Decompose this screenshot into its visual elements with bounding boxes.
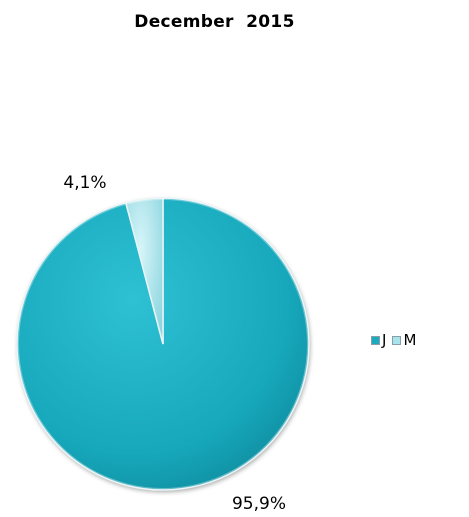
legend-label-j: J bbox=[382, 331, 387, 349]
pie-rim bbox=[17, 198, 309, 490]
chart-legend: J M bbox=[371, 331, 422, 349]
legend-item-m: M bbox=[392, 331, 416, 349]
data-label-j: 95,9% bbox=[232, 494, 286, 514]
legend-swatch-j bbox=[371, 335, 380, 345]
legend-label-m: M bbox=[403, 331, 417, 349]
chart-title: December 2015 bbox=[134, 12, 295, 32]
legend-swatch-m bbox=[392, 335, 402, 345]
legend-item-j: J bbox=[371, 331, 386, 349]
pie-slice-m bbox=[124, 197, 164, 345]
data-label-m: 4,1% bbox=[63, 173, 106, 193]
